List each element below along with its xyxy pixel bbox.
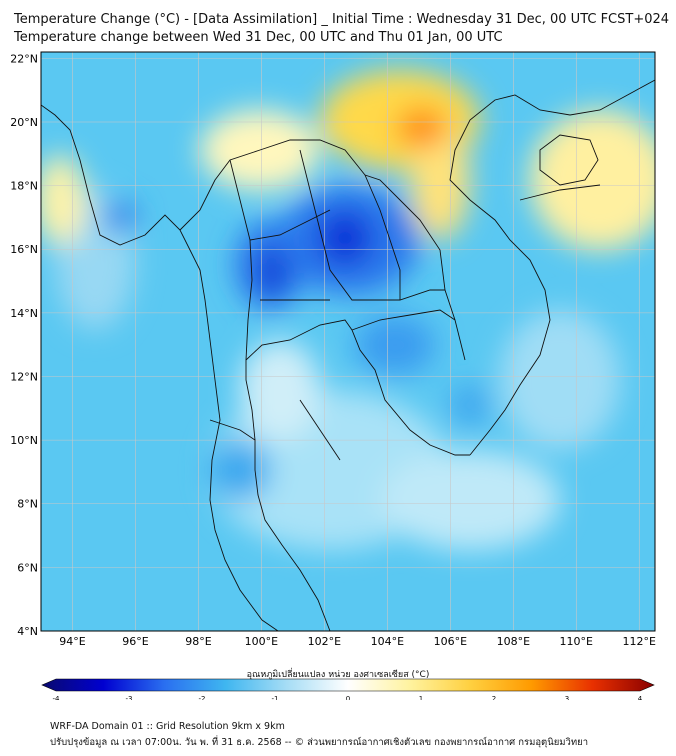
title-line-1: Temperature Change (°C) - [Data Assimila… xyxy=(14,12,670,27)
colorbar-tick-label: -3 xyxy=(126,695,133,700)
latitude-tick-label: 4°N xyxy=(17,625,38,638)
latitude-tick-label: 8°N xyxy=(17,498,38,511)
colorbar-tick-label: -2 xyxy=(199,695,206,700)
map-frame xyxy=(40,51,656,632)
colorbar-tick-label: 1 xyxy=(419,695,423,700)
colorbar-label: อุณหภูมิเปลี่ยนแปลง หน่วย องศาเซลเซียส (… xyxy=(246,670,430,680)
colorbar-tick-label: 2 xyxy=(492,695,496,700)
longitude-tick-label: 102°E xyxy=(308,635,341,648)
latitude-tick-label: 20°N xyxy=(10,116,38,129)
colorbar-tick-label: 4 xyxy=(638,695,643,700)
longitude-tick-label: 106°E xyxy=(434,635,467,648)
footer-line-2: ปรับปรุงข้อมูล ณ เวลา 07:00น. วัน พ. ที่… xyxy=(50,737,589,748)
latitude-tick-label: 14°N xyxy=(10,307,38,320)
colorbar-tick-label: -1 xyxy=(272,695,279,700)
longitude-tick-label: 108°E xyxy=(497,635,530,648)
title-line-2: Temperature change between Wed 31 Dec, 0… xyxy=(14,30,503,45)
coastline-and-borders xyxy=(41,79,655,631)
longitude-tick-label: 96°E xyxy=(122,635,148,648)
footer-line-1: WRF-DA Domain 01 :: Grid Resolution 9km … xyxy=(50,721,285,732)
longitude-tick-labels: 94°E 96°E 98°E 100°E 102°E 104°E 106°E 108°E 110… xyxy=(59,635,656,648)
colorbar-tick-label: 3 xyxy=(565,695,569,700)
latitude-tick-label: 22°N xyxy=(10,52,38,65)
latitude-tick-label: 16°N xyxy=(10,243,38,256)
latitude-tick-labels: 4°N 6°N 8°N 10°N 12°N 14°N 16°N 18°N 20°N 22°N xyxy=(10,52,38,638)
longitude-tick-label: 110°E xyxy=(560,635,593,648)
latitude-tick-label: 6°N xyxy=(17,561,38,574)
latitude-tick-label: 10°N xyxy=(10,434,38,447)
temperature-field xyxy=(41,52,655,631)
longitude-tick-label: 104°E xyxy=(371,635,404,648)
longitude-tick-label: 100°E xyxy=(245,635,278,648)
longitude-tick-label: 94°E xyxy=(59,635,85,648)
latitude-tick-label: 18°N xyxy=(10,180,38,193)
longitude-tick-label: 98°E xyxy=(185,635,211,648)
colorbar: -4 -3 -2 -1 0 1 2 3 4 xyxy=(41,678,655,700)
temperature-change-map: 94°E 96°E 98°E 100°E 102°E 104°E 106°E 108°E 110… xyxy=(10,51,656,700)
longitude-tick-label: 112°E xyxy=(623,635,656,648)
colorbar-tick-label: 0 xyxy=(346,695,350,700)
colorbar-tick-label: -4 xyxy=(53,695,61,700)
latitude-tick-label: 12°N xyxy=(10,370,38,383)
